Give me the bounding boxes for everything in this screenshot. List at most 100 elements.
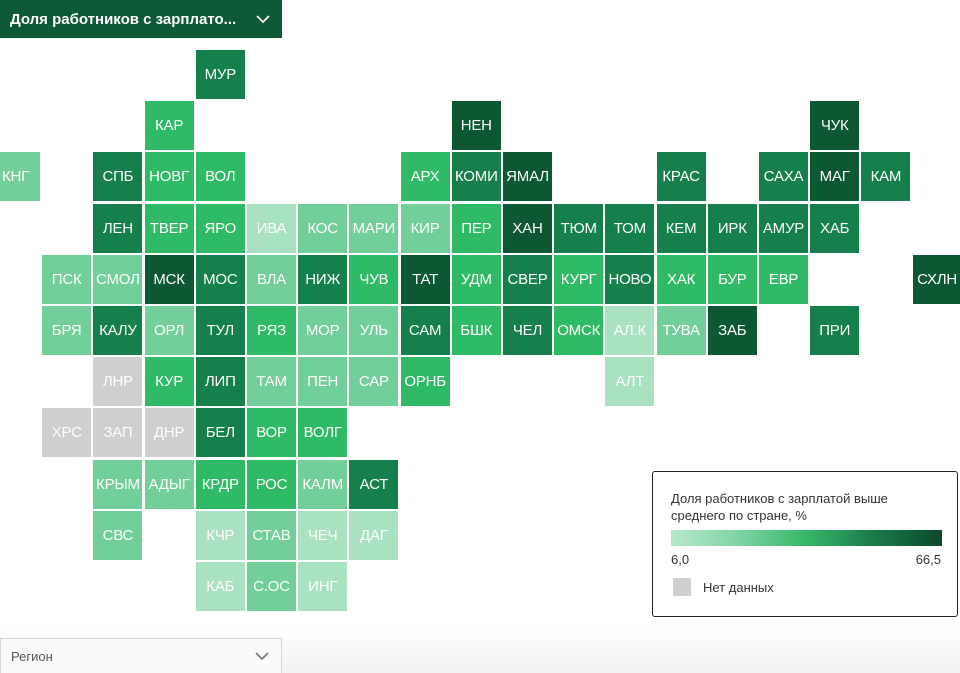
region-tile-сар[interactable]: САР — [349, 357, 399, 407]
region-tile-хан[interactable]: ХАН — [503, 203, 552, 253]
region-tile-чук[interactable]: ЧУК — [810, 101, 860, 151]
region-tile-алт[interactable]: АЛТ — [605, 357, 655, 407]
region-tile-сам[interactable]: САМ — [400, 306, 450, 355]
region-tile-калу[interactable]: КАЛУ — [93, 306, 143, 355]
region-tile-свер[interactable]: СВЕР — [503, 254, 552, 304]
region-tile-саха[interactable]: САХА — [759, 152, 808, 202]
region-tile-мур[interactable]: МУР — [195, 50, 245, 99]
chevron-down-icon — [256, 15, 270, 24]
region-tile-кург[interactable]: КУРГ — [554, 254, 604, 304]
region-tile-тул[interactable]: ТУЛ — [195, 306, 245, 355]
region-tile-калм[interactable]: КАЛМ — [298, 459, 348, 509]
region-tile-там[interactable]: ТАМ — [247, 357, 296, 407]
region-tile-кир[interactable]: КИР — [400, 203, 450, 253]
map-legend: Доля работников с зарплатой выше среднег… — [652, 471, 958, 617]
region-tile-каб[interactable]: КАБ — [195, 562, 245, 611]
region-tile-евр[interactable]: ЕВР — [759, 254, 808, 304]
region-tile-кар[interactable]: КАР — [144, 101, 194, 151]
indicator-select-label: Доля работников с зарплато... — [10, 10, 237, 28]
region-tile-смол[interactable]: СМОЛ — [93, 254, 143, 304]
region-tile-коми[interactable]: КОМИ — [451, 152, 501, 202]
indicator-select[interactable]: Доля работников с зарплато... — [0, 0, 282, 38]
chevron-down-icon — [255, 652, 269, 661]
region-tile-орл[interactable]: ОРЛ — [144, 306, 194, 355]
region-tile-кур[interactable]: КУР — [144, 357, 194, 407]
region-tile-тат[interactable]: ТАТ — [400, 254, 450, 304]
region-tile-волг[interactable]: ВОЛГ — [298, 408, 348, 458]
region-tile-ямал[interactable]: ЯМАЛ — [503, 152, 552, 202]
region-tile-кам[interactable]: КАМ — [861, 152, 911, 202]
region-tile-рос[interactable]: РОС — [247, 459, 296, 509]
region-tile-кем[interactable]: КЕМ — [656, 203, 706, 253]
region-tile-ирк[interactable]: ИРК — [707, 203, 757, 253]
region-tile-амур[interactable]: АМУР — [759, 203, 808, 253]
region-tile-чел[interactable]: ЧЕЛ — [503, 306, 552, 355]
region-tile-крас[interactable]: КРАС — [656, 152, 706, 202]
region-tile-мос[interactable]: МОС — [195, 254, 245, 304]
region-tile-новг[interactable]: НОВГ — [144, 152, 194, 202]
region-tile-спб[interactable]: СПБ — [93, 152, 143, 202]
region-tile-ива[interactable]: ИВА — [247, 203, 296, 253]
region-tile-кос[interactable]: КОС — [298, 203, 348, 253]
region-tile-вор[interactable]: ВОР — [247, 408, 296, 458]
region-tile-мск[interactable]: МСК — [144, 254, 194, 304]
region-tile-кнг[interactable]: КНГ — [0, 152, 40, 202]
region-select[interactable]: Регион — [0, 638, 282, 673]
region-tile-алк[interactable]: АЛ.К — [605, 306, 655, 355]
region-tile-адыг[interactable]: АДЫГ — [144, 459, 194, 509]
region-tile-лнр[interactable]: ЛНР — [93, 357, 143, 407]
region-tile-тюм[interactable]: ТЮМ — [554, 203, 604, 253]
region-tile-чеч[interactable]: ЧЕЧ — [298, 510, 348, 560]
legend-gradient-bar — [671, 530, 942, 546]
nodata-label: Нет данных — [703, 580, 774, 595]
legend-min-value: 6,0 — [671, 552, 690, 567]
region-tile-орнб[interactable]: ОРНБ — [400, 357, 450, 407]
region-tile-пск[interactable]: ПСК — [42, 254, 92, 304]
region-tile-зап[interactable]: ЗАП — [93, 408, 143, 458]
region-tile-кчр[interactable]: КЧР — [195, 510, 245, 560]
region-tile-лип[interactable]: ЛИП — [195, 357, 245, 407]
region-tile-бел[interactable]: БЕЛ — [195, 408, 245, 458]
region-tile-аст[interactable]: АСТ — [349, 459, 399, 509]
region-tile-лен[interactable]: ЛЕН — [93, 203, 143, 253]
region-tile-даг[interactable]: ДАГ — [349, 510, 399, 560]
region-tile-хрс[interactable]: ХРС — [42, 408, 92, 458]
region-tile-сос[interactable]: С.ОС — [247, 562, 296, 611]
region-tile-чув[interactable]: ЧУВ — [349, 254, 399, 304]
region-tile-при[interactable]: ПРИ — [810, 306, 860, 355]
region-tile-бур[interactable]: БУР — [707, 254, 757, 304]
region-tile-твер[interactable]: ТВЕР — [144, 203, 194, 253]
region-tile-пер[interactable]: ПЕР — [451, 203, 501, 253]
region-tile-вла[interactable]: ВЛА — [247, 254, 296, 304]
region-tile-тува[interactable]: ТУВА — [656, 306, 706, 355]
region-tile-пен[interactable]: ПЕН — [298, 357, 348, 407]
region-tile-том[interactable]: ТОМ — [605, 203, 655, 253]
legend-max-value: 66,5 — [915, 552, 941, 567]
region-tile-омск[interactable]: ОМСК — [554, 306, 604, 355]
region-tile-мари[interactable]: МАРИ — [349, 203, 399, 253]
region-tile-став[interactable]: СТАВ — [247, 510, 296, 560]
region-tile-ряз[interactable]: РЯЗ — [247, 306, 296, 355]
region-tile-схлн[interactable]: СХЛН — [912, 254, 960, 304]
region-tile-яро[interactable]: ЯРО — [195, 203, 245, 253]
region-tile-удм[interactable]: УДМ — [451, 254, 501, 304]
region-tile-бря[interactable]: БРЯ — [42, 306, 92, 355]
region-tile-арх[interactable]: АРХ — [400, 152, 450, 202]
region-tile-днр[interactable]: ДНР — [144, 408, 194, 458]
region-tile-хаб[interactable]: ХАБ — [810, 203, 860, 253]
region-tile-бшк[interactable]: БШК — [451, 306, 501, 355]
region-tile-ниж[interactable]: НИЖ — [298, 254, 348, 304]
region-tile-нен[interactable]: НЕН — [451, 101, 501, 151]
region-tile-маг[interactable]: МАГ — [810, 152, 860, 202]
region-tile-мор[interactable]: МОР — [298, 306, 348, 355]
region-tile-свс[interactable]: СВС — [93, 510, 143, 560]
region-tile-заб[interactable]: ЗАБ — [707, 306, 757, 355]
region-tile-инг[interactable]: ИНГ — [298, 562, 348, 611]
region-tile-ново[interactable]: НОВО — [605, 254, 655, 304]
region-tile-крым[interactable]: КРЫМ — [93, 459, 143, 509]
region-tile-вол[interactable]: ВОЛ — [195, 152, 245, 202]
region-tile-крдр[interactable]: КРДР — [195, 459, 245, 509]
region-tile-хак[interactable]: ХАК — [656, 254, 706, 304]
region-tile-уль[interactable]: УЛЬ — [349, 306, 399, 355]
